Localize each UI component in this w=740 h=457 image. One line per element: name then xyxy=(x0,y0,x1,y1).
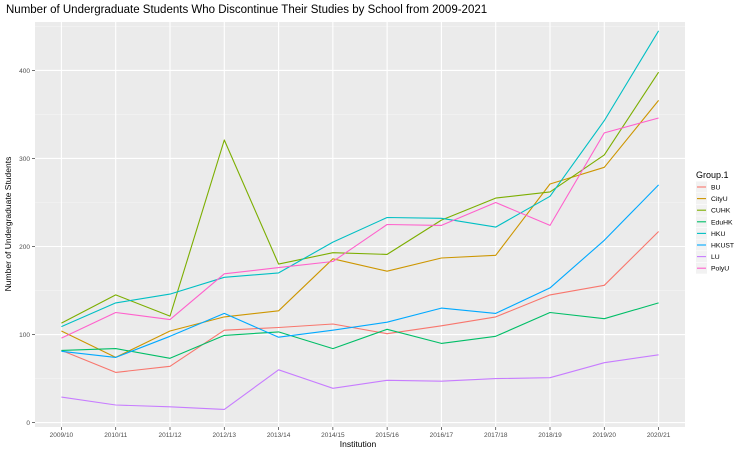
plot-panel xyxy=(35,22,685,427)
legend-label: LU xyxy=(711,254,720,261)
x-tick-label: 2009/10 xyxy=(50,432,74,439)
x-axis-title: Institution xyxy=(340,439,377,449)
series-layer xyxy=(61,30,660,410)
series-line-cuhk xyxy=(61,71,660,324)
y-tick-label: 200 xyxy=(19,244,30,251)
x-tick-label: 2011/12 xyxy=(158,432,181,439)
legend-label: EduHK xyxy=(711,219,733,226)
legend-label: CityU xyxy=(711,196,728,203)
legend-label: BU xyxy=(711,185,721,192)
x-tick-label: 2020/21 xyxy=(647,432,671,439)
x-tick-label: 2014/15 xyxy=(321,432,345,439)
y-tick-label: 300 xyxy=(19,156,30,163)
x-tick-label: 2013/14 xyxy=(267,432,291,439)
series-line-hkust xyxy=(61,184,659,358)
x-tick-label: 2016/17 xyxy=(430,432,454,439)
y-tick-label: 100 xyxy=(19,332,30,339)
x-tick-label: 2012/13 xyxy=(213,432,237,439)
y-axis-title: Number of Undergraduate Students xyxy=(3,157,13,292)
series-line-hku xyxy=(61,30,660,328)
series-line-lu xyxy=(61,354,659,410)
grid-layer xyxy=(35,22,685,427)
legend-items: BU CityU CUHK EduHK HKU HKUST LU PolyU xyxy=(696,181,734,274)
axis-layer: 0 100 200 300 400 2009/10 2010/11 2011/12 2012/1… xyxy=(19,68,671,439)
x-tick-label: 2019/20 xyxy=(593,432,617,439)
series-line-polyu xyxy=(61,117,659,339)
chart-title: Number of Undergraduate Students Who Dis… xyxy=(6,4,487,16)
y-tick-label: 0 xyxy=(26,420,30,427)
series-line-bu xyxy=(61,231,659,373)
legend-label: HKU xyxy=(711,231,725,238)
legend-label: HKUST xyxy=(711,243,734,250)
legend: Group.1 BU CityU CUHK EduHK HKU HKUST LU PolyU xyxy=(696,170,734,274)
legend-label: PolyU xyxy=(711,266,729,273)
x-tick-label: 2017/18 xyxy=(484,432,508,439)
y-tick-label: 400 xyxy=(19,68,30,75)
x-tick-label: 2018/19 xyxy=(538,432,562,439)
legend-label: CUHK xyxy=(711,208,731,215)
legend-title: Group.1 xyxy=(696,170,729,180)
series-line-eduhk xyxy=(61,302,659,359)
x-tick-label: 2010/11 xyxy=(104,432,127,439)
series-line-cityu xyxy=(61,100,660,358)
x-tick-label: 2015/16 xyxy=(375,432,399,439)
